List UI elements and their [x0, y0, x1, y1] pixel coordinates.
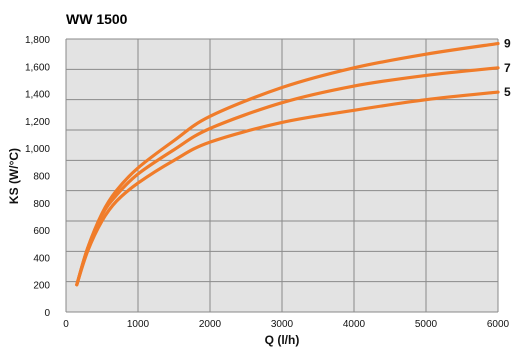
series-label-7: 7 [504, 61, 511, 75]
y-axis-label: KS (W/°C) [7, 148, 21, 204]
y-tick-label: 800 [33, 172, 50, 183]
x-tick-label: 1000 [127, 319, 150, 330]
gridlines [65, 38, 499, 313]
series-line-7 [75, 66, 500, 287]
y-tick-label: 0 [44, 308, 50, 319]
y-tick-label: 1,600 [25, 62, 50, 73]
x-tick-label: 6000 [487, 319, 510, 330]
series-labels: 9 7 5 [504, 37, 511, 100]
y-tick-label: 800 [33, 199, 50, 210]
chart-title: WW 1500 [66, 11, 128, 27]
x-tick-label: 3000 [271, 319, 294, 330]
x-tick-label: 0 [63, 319, 69, 330]
y-tick-label: 200 [33, 281, 50, 292]
y-tick-label: 400 [33, 253, 50, 264]
y-tick-label: 1,400 [25, 90, 50, 101]
y-tick-label: 1,000 [25, 144, 50, 155]
x-tick-label: 2000 [199, 319, 222, 330]
series-line-5 [75, 90, 500, 287]
y-tick-label: 1,800 [25, 35, 50, 46]
series-label-5: 5 [504, 85, 511, 99]
y-tick-label: 600 [33, 226, 50, 237]
x-tick-label: 5000 [415, 319, 438, 330]
x-axis-ticks: 0 1000 2000 3000 4000 5000 6000 [63, 319, 509, 330]
x-axis-label: Q (l/h) [265, 333, 300, 347]
y-axis-ticks: 0 200 400 600 800 800 1,000 1,200 1,400 1,600 1,80… [25, 35, 50, 319]
x-tick-label: 4000 [343, 319, 366, 330]
series-label-9: 9 [504, 37, 511, 51]
series-lines [75, 41, 500, 287]
y-tick-label: 1,200 [25, 117, 50, 128]
